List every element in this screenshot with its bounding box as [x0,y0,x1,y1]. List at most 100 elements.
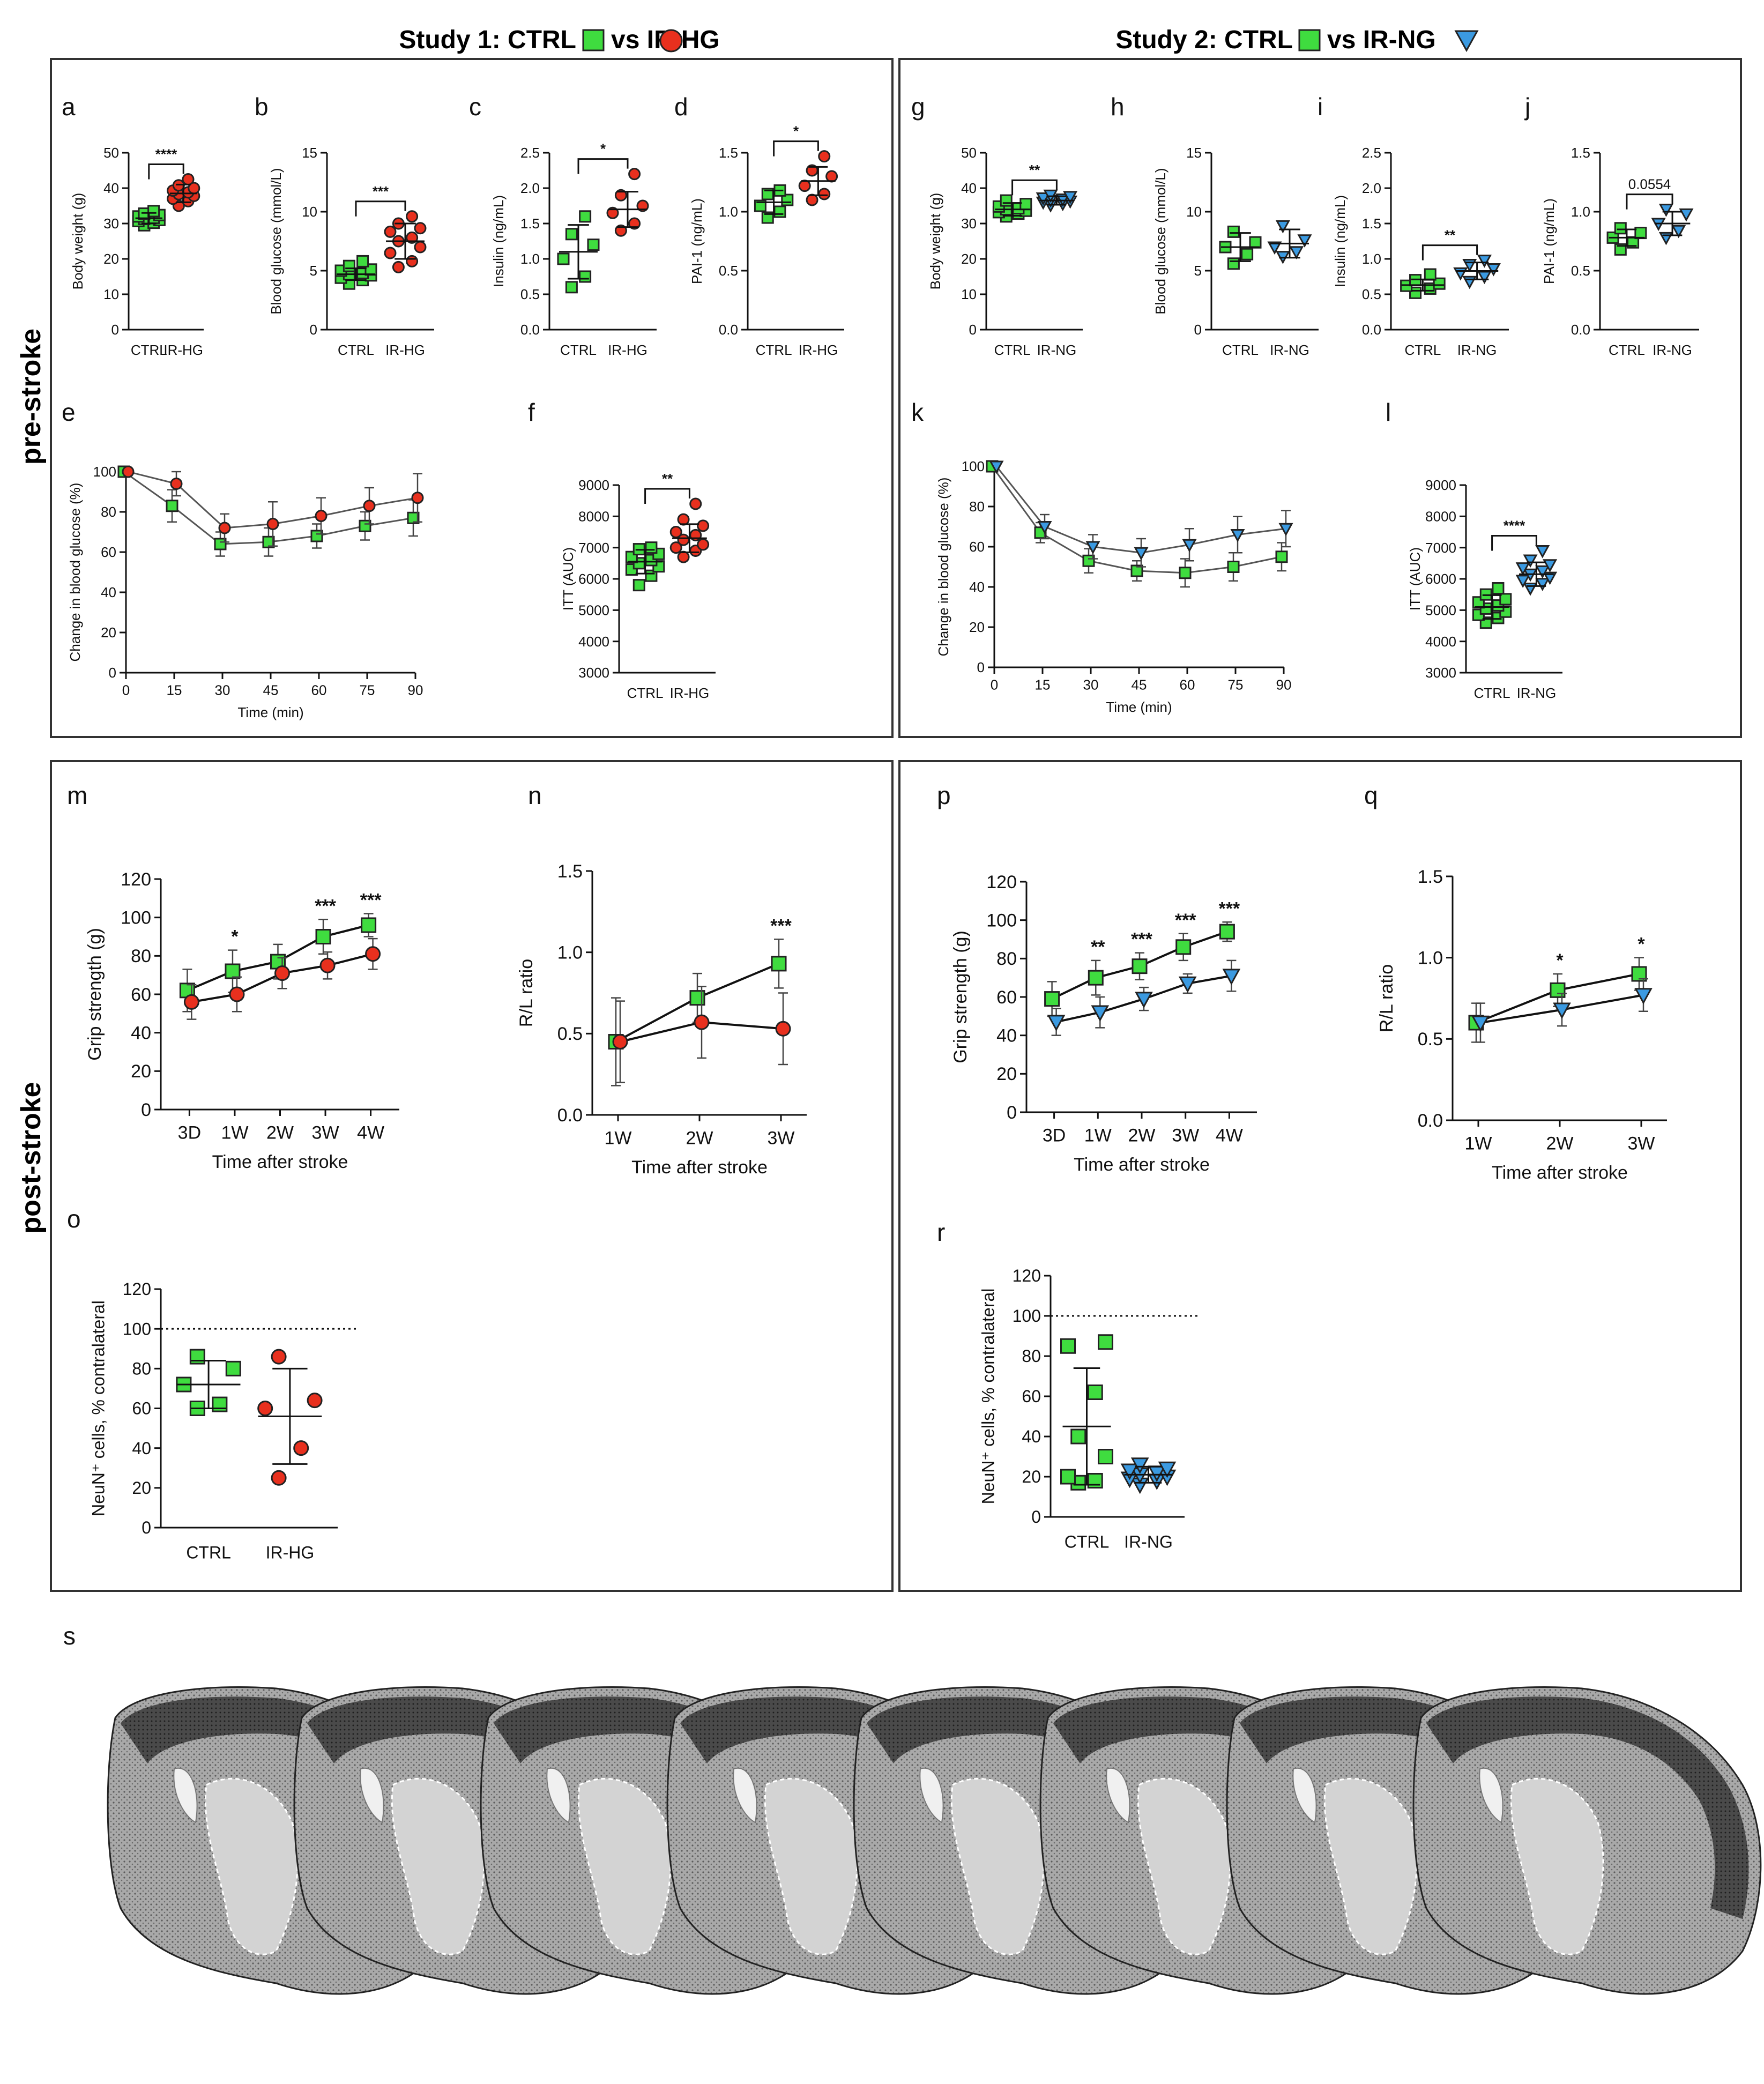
frame-study1-pre [50,58,894,738]
data-point [170,478,183,490]
y-tick-label: 50 [961,145,977,161]
chart-c: 0.0 0.5 1.0 1.5 2.0 2.5 Insulin (ng/mL) CTRL IR-… [490,141,657,358]
y-tick-label: 0.0 [557,1105,583,1126]
y-tick-label: 80 [1022,1346,1041,1366]
data-point [1275,220,1290,234]
data-point [754,199,766,212]
y-tick-label: 60 [969,539,985,555]
y-axis-label: Blood glucose (mmol/L) [268,168,284,314]
panel-letter-q: q [1364,782,1378,809]
ctrl-square-icon-2 [1298,29,1321,51]
y-tick-label: 20 [1022,1467,1041,1486]
lesion-outline [1510,1777,1604,1955]
data-point [1070,1428,1086,1445]
y-tick-label: 80 [969,498,985,515]
y-tick-label: 60 [1022,1387,1041,1406]
significance-bracket [773,140,819,157]
data-point [579,270,592,283]
significance-label: * [1556,950,1564,971]
study1-title: Study 1: CTRL [399,26,576,54]
data-point [1499,593,1512,606]
chart-l: 3000 4000 5000 6000 7000 8000 9000 ITT (AUC) CTR… [1407,477,1562,701]
panel-letter-p: p [937,782,951,809]
data-point [1543,559,1558,572]
frame-study2-pre [898,58,1742,738]
x-tick-label: IR-NG [1653,342,1692,358]
data-point [189,1349,205,1365]
data-point [1275,550,1288,563]
lesion-outline [764,1777,858,1955]
y-tick-label: 120 [121,869,151,890]
x-tick-label: 3D [178,1122,201,1143]
panel-letter-k: k [911,398,924,426]
data-point [1130,564,1143,577]
significance-label: *** [360,890,382,911]
data-point [557,252,570,265]
y-tick-label: 1.0 [520,251,540,267]
data-point [1241,248,1254,260]
data-point [229,986,245,1002]
y-axis-label: Insulin (ng/mL) [490,195,507,287]
y-tick-label: 30 [961,215,977,232]
data-point [1433,277,1446,290]
data-point [411,492,424,504]
x-tick-label: CTRL [756,342,792,358]
panel-letter-m: m [67,782,87,809]
x-tick-label: 1W [605,1128,632,1148]
x-axis-label: Time after stroke [1074,1155,1210,1175]
y-tick-label: 60 [132,1399,151,1418]
significance-label: ** [1091,937,1105,957]
significance-label: ** [662,471,673,487]
data-point [1036,192,1051,206]
significance-bracket [1626,193,1673,210]
data-point [614,224,627,237]
y-tick-label: 7000 [1425,540,1456,556]
panel-letter-g: g [911,93,925,121]
x-tick-label: 1W [221,1122,248,1143]
y-tick-label: 5 [310,263,317,279]
data-point [1658,204,1673,217]
data-point [1179,567,1192,579]
significance-label: * [793,123,799,139]
data-point [1060,1338,1076,1354]
panel-frames [50,58,1742,1592]
header: Study 1: CTRL vs IR-HG Study 2: CTRL vs … [399,26,1479,54]
significance-label: *** [770,916,792,936]
y-axis-label: Blood glucose (mmol/L) [1152,168,1168,314]
data-point [1477,255,1492,268]
data-point [1098,1334,1113,1350]
data-point [645,541,658,554]
y-tick-label: 40 [132,1439,151,1458]
y-tick-label: 2.5 [520,145,540,161]
data-point [1515,575,1530,589]
y-tick-label: 100 [121,908,151,928]
data-point [1037,521,1052,534]
x-axis-label: Time after stroke [631,1157,768,1178]
x-tick-label: 90 [408,682,423,698]
panel-letter-a: a [62,93,76,121]
y-tick-label: 40 [961,180,977,196]
data-point [761,211,774,224]
data-point [1289,246,1304,259]
x-tick-label: CTRL [627,685,664,701]
y-axis-label: PAI-1 (ng/mL) [689,198,705,284]
panel-letter-s: s [63,1622,76,1650]
data-point [632,579,645,592]
x-tick-label: 3W [312,1122,339,1143]
data-point [1135,992,1153,1008]
data-point [1515,562,1530,576]
chart-i: 0.0 0.5 1.0 1.5 2.0 2.5 Insulin (ng/mL) CTRL IR-… [1332,145,1509,358]
y-tick-label: 20 [969,619,985,635]
data-point [315,510,328,522]
y-tick-label: 0 [142,1518,151,1537]
x-tick-label: CTRL [1609,342,1645,358]
chart-k: 0 20 40 60 80 100 Change in blood glucose (%) 0… [935,458,1293,715]
data-point [182,173,195,185]
chart-p: 0 20 40 60 80 100 120 Grip strength (g) 3D 1W 2W 3W… [950,872,1257,1175]
y-tick-label: 80 [101,504,116,520]
data-point [606,206,619,219]
data-point [1658,232,1673,245]
y-tick-label: 1.0 [719,204,738,220]
data-point [315,929,331,944]
y-tick-label: 0 [1194,322,1202,338]
